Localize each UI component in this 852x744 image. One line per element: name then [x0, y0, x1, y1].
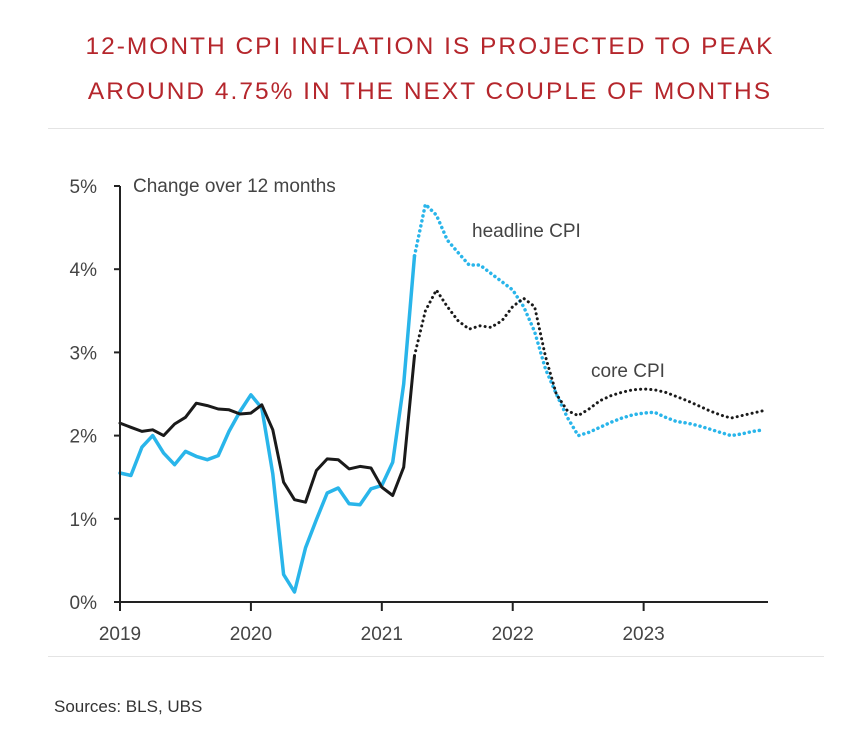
core-cpi-annotation: core CPI: [591, 361, 665, 382]
top-divider: [48, 128, 824, 129]
y-tick-label: 5%: [70, 177, 98, 198]
x-ticks: 2019 2020 2021 2022 2023: [99, 602, 665, 645]
x-tick-label: 2019: [99, 624, 141, 645]
x-tick-label: 2020: [230, 624, 272, 645]
bottom-divider: [48, 656, 824, 657]
title-line-1: 12-MONTH CPI INFLATION IS PROJECTED TO P…: [85, 33, 775, 60]
cpi-line-chart: 0% 1% 2% 3% 4% 5% 2019 2020 2021 2022 2023 Change…: [70, 176, 768, 645]
series-layer: [118, 202, 766, 594]
x-tick-label: 2021: [361, 624, 403, 645]
chart-subtitle: Change over 12 months: [133, 176, 336, 197]
x-tick-label: 2023: [622, 624, 664, 645]
series-line-headline-projection: [412, 202, 766, 438]
chart-title: 12-MONTH CPI INFLATION IS PROJECTED TO P…: [30, 24, 830, 114]
y-tick-label: 3%: [70, 343, 98, 364]
y-tick-label: 1%: [70, 510, 98, 531]
headline-cpi-annotation: headline CPI: [472, 221, 581, 242]
y-ticks: 0% 1% 2% 3% 4% 5%: [70, 177, 120, 614]
y-tick-label: 2%: [70, 427, 98, 448]
series-line-headline-actual: [118, 254, 417, 594]
y-tick-label: 4%: [70, 260, 98, 281]
series-line-core-actual: [118, 354, 416, 504]
x-tick-label: 2022: [492, 624, 534, 645]
series-line-core-projection: [413, 288, 766, 420]
y-tick-label: 0%: [70, 593, 98, 614]
title-line-2: AROUND 4.75% IN THE NEXT COUPLE OF MONTH…: [87, 78, 773, 105]
source-note: Sources: BLS, UBS: [54, 697, 203, 716]
